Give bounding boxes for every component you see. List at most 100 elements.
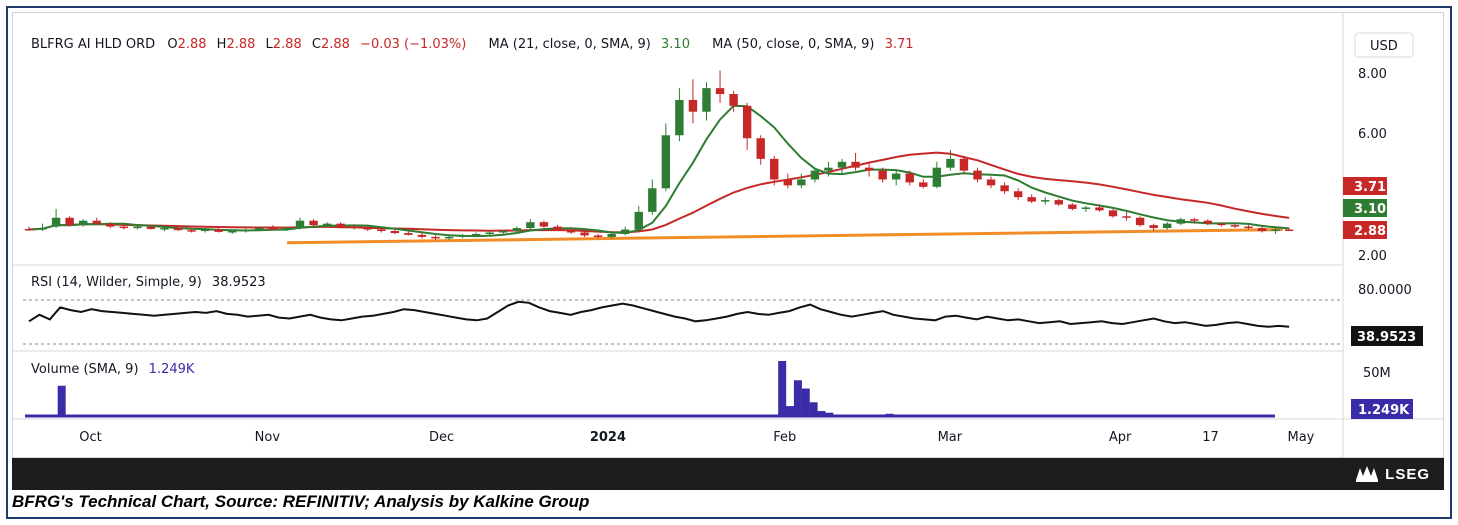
rsi-line-layer [28, 300, 1290, 328]
candle-body [51, 217, 61, 227]
candle-body [634, 211, 643, 230]
candle-body [390, 231, 400, 234]
footer-bar: LSEG [12, 458, 1444, 490]
low-value: 2.88 [273, 37, 302, 52]
candle-body [797, 179, 806, 186]
candle-body [756, 138, 765, 159]
candle-body [1081, 207, 1091, 209]
trendline-layer [286, 228, 1283, 245]
candle-body [620, 229, 630, 234]
ticker-legend: BLFRG AI HLD ORD O2.88 H2.88 L2.88 C2.88… [31, 37, 914, 52]
ma50-line [28, 151, 1290, 234]
candlestick-layer [24, 70, 1294, 240]
candle-body [1041, 200, 1050, 202]
candle-body [471, 233, 481, 236]
volume-bar-layer [25, 361, 1275, 418]
candle-body [959, 158, 969, 171]
volume-badge-bg [1351, 399, 1413, 419]
x-tick-label: 17 [1202, 430, 1219, 445]
candle-body [824, 167, 833, 171]
candle-body [1176, 219, 1185, 224]
candle-body [580, 232, 589, 236]
candle-body [661, 135, 671, 189]
candle-body [742, 105, 752, 139]
brand-logo: LSEG [1354, 464, 1430, 484]
candle-body [444, 236, 454, 239]
candle-body [932, 167, 942, 187]
candle-body [1095, 207, 1104, 211]
candle-body [851, 161, 860, 168]
brand-name: LSEG [1385, 465, 1430, 483]
candle-body [1230, 225, 1240, 227]
ticker-title: BLFRG AI HLD ORD [31, 37, 155, 52]
figure-caption: BFRG's Technical Chart, Source: REFINITI… [12, 492, 590, 511]
candle-body [688, 99, 698, 112]
candle-body [458, 235, 467, 237]
x-tick-label: Apr [1109, 430, 1132, 445]
candle-body [715, 88, 725, 95]
candle-body [1284, 229, 1294, 232]
candle-body [309, 220, 318, 226]
candle-body [1162, 223, 1172, 229]
candle-body [1203, 220, 1213, 224]
ma21-label: MA (21, close, 0, SMA, 9) [489, 37, 651, 52]
candle-body [214, 229, 223, 232]
candle-body [553, 226, 562, 230]
volume-bar [817, 411, 826, 416]
candle-body [1135, 217, 1145, 226]
candle-body [526, 222, 535, 229]
candle-body [336, 223, 345, 227]
candle-body [119, 226, 129, 229]
ma21-badge: 3.10 [1354, 202, 1386, 217]
candle-body [770, 158, 779, 180]
currency-button-bg[interactable] [1354, 32, 1414, 58]
volume-legend-value: 1.249K [149, 362, 195, 377]
volume-label: Volume (SMA, 9) [31, 362, 139, 377]
volume-badge: 1.249K [1358, 403, 1410, 418]
chart-svg: BLFRG AI HLD ORD O2.88 H2.88 L2.88 C2.88… [13, 13, 1443, 457]
candle-body [702, 88, 711, 112]
change-value: −0.03 (−1.03%) [360, 37, 466, 52]
candle-body [729, 94, 738, 106]
candle-body [1190, 219, 1199, 221]
volume-tick-50m: 50M [1363, 366, 1391, 381]
candle-body [160, 228, 169, 230]
ma50-label: MA (50, close, 0, SMA, 9) [712, 37, 874, 52]
rsi-tick-80: 80.0000 [1358, 283, 1412, 298]
candle-body [986, 179, 996, 186]
last-price-badge: 2.88 [1354, 224, 1386, 239]
candle-body [173, 228, 183, 231]
candle-body [512, 228, 522, 232]
last-price-badge-bg [1343, 221, 1387, 239]
x-tick-label: Dec [429, 430, 454, 445]
candle-body [146, 226, 156, 229]
candle-body [404, 233, 413, 235]
candle-body [891, 173, 901, 180]
x-tick-label: 2024 [590, 430, 626, 445]
candle-body [675, 99, 684, 136]
x-tick-label: Feb [773, 430, 796, 445]
candle-body [417, 234, 427, 237]
x-tick-label: May [1287, 430, 1314, 445]
candle-body [38, 228, 47, 230]
volume-bar [801, 388, 810, 416]
ma21-line [28, 104, 1290, 238]
candle-body [65, 217, 74, 226]
ma50-badge: 3.71 [1354, 180, 1386, 195]
candle-body [241, 229, 251, 232]
rsi-badge: 38.9523 [1357, 330, 1416, 345]
open-value: 2.88 [178, 37, 207, 52]
candle-body [106, 223, 115, 227]
price-tick-8: 8.00 [1358, 67, 1387, 82]
currency-button[interactable]: USD [1370, 39, 1398, 54]
chart-panel: BLFRG AI HLD ORD O2.88 H2.88 L2.88 C2.88… [12, 12, 1444, 458]
candle-body [187, 230, 196, 232]
rsi-legend: RSI (14, Wilder, Simple, 9) 38.9523 [31, 275, 266, 290]
lseg-emblem-icon [1356, 466, 1379, 482]
candle-body [539, 222, 549, 227]
rsi-label: RSI (14, Wilder, Simple, 9) [31, 275, 202, 290]
price-badge-layer: 3.71 3.10 2.88 [1343, 177, 1387, 239]
candle-body [282, 228, 291, 230]
volume-legend: Volume (SMA, 9) 1.249K [31, 362, 195, 377]
candle-body [485, 232, 494, 234]
